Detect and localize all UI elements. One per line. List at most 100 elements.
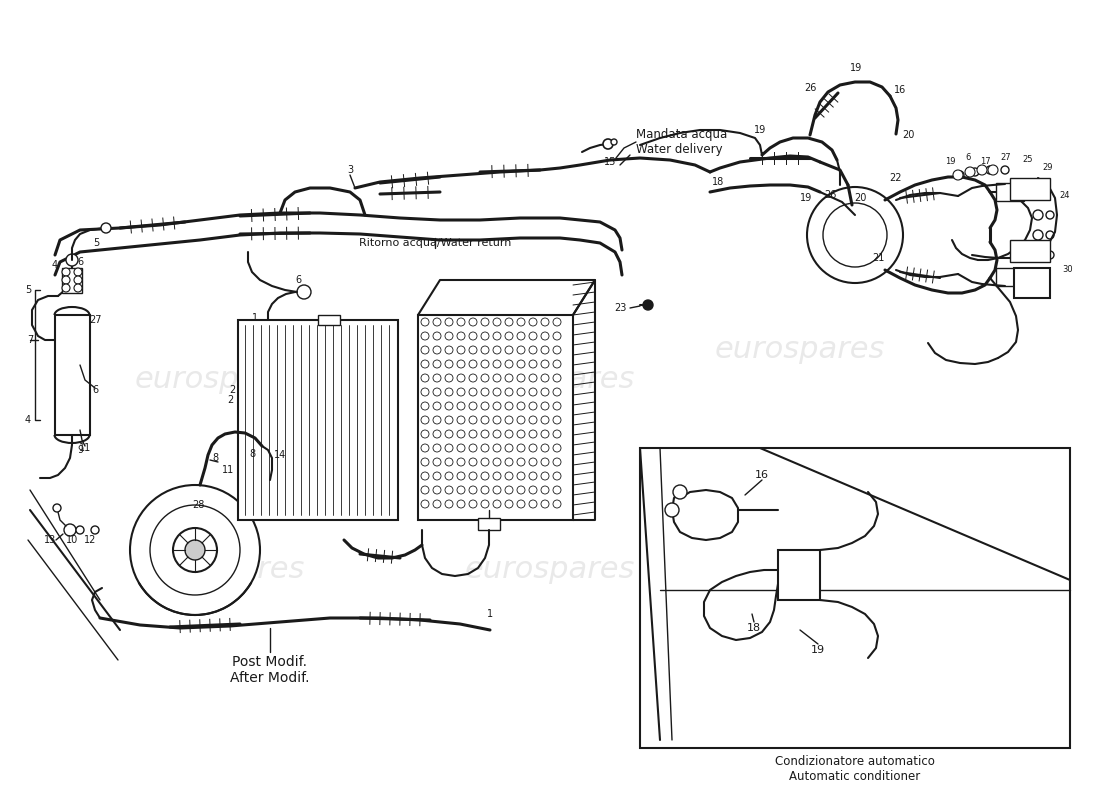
Circle shape	[469, 500, 477, 508]
Circle shape	[541, 472, 549, 480]
Circle shape	[977, 165, 987, 175]
Circle shape	[493, 416, 500, 424]
Circle shape	[493, 318, 500, 326]
Circle shape	[505, 458, 513, 466]
Circle shape	[529, 458, 537, 466]
Circle shape	[446, 416, 453, 424]
Circle shape	[101, 223, 111, 233]
Circle shape	[446, 444, 453, 452]
Text: Condizionatore automatico
Automatic conditioner: Condizionatore automatico Automatic cond…	[776, 755, 935, 783]
Text: 6: 6	[295, 275, 301, 285]
Circle shape	[529, 360, 537, 368]
Circle shape	[553, 318, 561, 326]
Text: 23: 23	[614, 303, 626, 313]
Text: 29: 29	[1043, 163, 1054, 173]
Text: 20: 20	[902, 130, 914, 140]
Text: 26: 26	[804, 83, 816, 93]
Circle shape	[517, 486, 525, 494]
Circle shape	[529, 346, 537, 354]
Circle shape	[481, 346, 490, 354]
Circle shape	[493, 444, 500, 452]
Text: 19: 19	[811, 645, 825, 655]
Circle shape	[421, 500, 429, 508]
Circle shape	[456, 444, 465, 452]
Circle shape	[481, 388, 490, 396]
Circle shape	[66, 254, 78, 266]
Circle shape	[481, 430, 490, 438]
Circle shape	[446, 374, 453, 382]
Circle shape	[130, 485, 260, 615]
Circle shape	[553, 486, 561, 494]
Circle shape	[1033, 250, 1043, 260]
Circle shape	[481, 458, 490, 466]
Circle shape	[603, 139, 613, 149]
Circle shape	[505, 374, 513, 382]
Text: 19: 19	[754, 125, 766, 135]
Text: 5: 5	[25, 285, 31, 295]
Circle shape	[421, 318, 429, 326]
Circle shape	[1033, 230, 1043, 240]
Bar	[996, 268, 1024, 286]
Circle shape	[446, 388, 453, 396]
Circle shape	[493, 332, 500, 340]
Circle shape	[529, 332, 537, 340]
Circle shape	[421, 458, 429, 466]
Text: 15: 15	[604, 157, 616, 167]
Circle shape	[433, 430, 441, 438]
Text: eurospares: eurospares	[715, 335, 886, 365]
Circle shape	[433, 388, 441, 396]
Circle shape	[986, 166, 994, 174]
Circle shape	[421, 360, 429, 368]
Circle shape	[446, 472, 453, 480]
Circle shape	[469, 346, 477, 354]
Bar	[62, 268, 82, 293]
Text: 8: 8	[249, 449, 255, 459]
Circle shape	[505, 388, 513, 396]
Text: 27: 27	[1001, 154, 1011, 162]
Circle shape	[456, 360, 465, 368]
Text: 6: 6	[77, 257, 84, 267]
Circle shape	[456, 416, 465, 424]
Circle shape	[62, 276, 70, 284]
Text: 9: 9	[77, 445, 84, 455]
Circle shape	[456, 458, 465, 466]
Text: 13: 13	[44, 535, 56, 545]
Circle shape	[529, 486, 537, 494]
Text: 6: 6	[92, 385, 98, 395]
Text: 5: 5	[92, 238, 99, 248]
Circle shape	[517, 402, 525, 410]
Circle shape	[553, 430, 561, 438]
Circle shape	[529, 430, 537, 438]
Circle shape	[456, 402, 465, 410]
Text: 18: 18	[747, 623, 761, 633]
Circle shape	[505, 486, 513, 494]
Circle shape	[446, 500, 453, 508]
Circle shape	[150, 505, 240, 595]
Circle shape	[1046, 251, 1054, 259]
Circle shape	[505, 430, 513, 438]
Text: 11: 11	[222, 465, 234, 475]
Bar	[1010, 240, 1050, 262]
Circle shape	[541, 360, 549, 368]
Circle shape	[517, 332, 525, 340]
Circle shape	[446, 458, 453, 466]
Circle shape	[1001, 166, 1009, 174]
Circle shape	[505, 332, 513, 340]
Circle shape	[517, 346, 525, 354]
Bar	[318, 315, 340, 325]
Circle shape	[433, 472, 441, 480]
Circle shape	[481, 486, 490, 494]
Circle shape	[74, 268, 82, 276]
Circle shape	[297, 285, 311, 299]
Circle shape	[433, 458, 441, 466]
Text: 19: 19	[800, 193, 812, 203]
Circle shape	[529, 444, 537, 452]
Circle shape	[469, 430, 477, 438]
Circle shape	[517, 360, 525, 368]
Text: 2: 2	[229, 385, 235, 395]
Circle shape	[493, 486, 500, 494]
Bar	[418, 315, 573, 520]
Circle shape	[823, 203, 887, 267]
Circle shape	[456, 500, 465, 508]
Circle shape	[421, 332, 429, 340]
